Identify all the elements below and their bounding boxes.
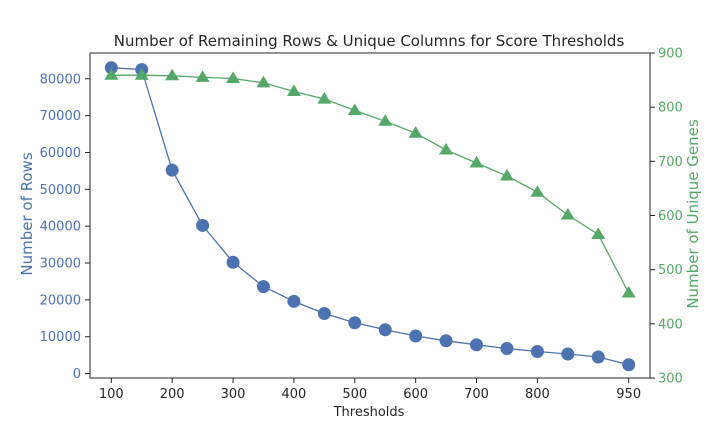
x-tick-label: 950 bbox=[616, 387, 641, 402]
left-tick-label: 80000 bbox=[40, 72, 81, 87]
right-y-axis: 300 400 500 600 700 800 900 bbox=[650, 47, 683, 387]
series-line-1 bbox=[111, 67, 629, 366]
genes-point bbox=[591, 227, 606, 240]
x-tick-label: 700 bbox=[464, 387, 489, 402]
genes-point bbox=[469, 155, 484, 168]
right-y-axis-label: Number of Unique Genes bbox=[684, 119, 702, 309]
x-tick-label: 600 bbox=[403, 387, 428, 402]
genes-point bbox=[195, 70, 210, 82]
left-tick-label: 20000 bbox=[40, 293, 81, 308]
genes-point bbox=[408, 126, 423, 138]
genes-point bbox=[621, 285, 636, 298]
genes-point bbox=[165, 68, 180, 81]
right-tick-label: 400 bbox=[658, 317, 683, 332]
genes-point bbox=[286, 84, 301, 97]
rows-point bbox=[226, 255, 240, 269]
left-y-axis: 0 10000 20000 30000 40000 50000 60000 70000 8000… bbox=[40, 72, 90, 382]
rows-point bbox=[317, 307, 331, 321]
left-y-axis-label: Number of Rows bbox=[18, 152, 36, 275]
left-tick-label: 30000 bbox=[40, 257, 81, 272]
x-axis: 100 200 300 400 500 600 700 800 950 bbox=[99, 378, 641, 402]
rows-point bbox=[409, 329, 423, 343]
genes-point bbox=[439, 142, 454, 155]
left-tick-label: 0 bbox=[73, 367, 81, 382]
rows-point bbox=[591, 350, 605, 364]
genes-point bbox=[530, 185, 545, 197]
genes-point bbox=[256, 75, 271, 88]
x-tick-label: 500 bbox=[342, 387, 367, 402]
x-axis-label: Thresholds bbox=[333, 405, 405, 420]
x-tick-label: 100 bbox=[99, 387, 124, 402]
rows-point bbox=[165, 163, 179, 177]
left-tick-label: 70000 bbox=[40, 109, 81, 124]
right-tick-label: 300 bbox=[658, 372, 683, 387]
rows-point bbox=[439, 334, 453, 348]
rows-point bbox=[500, 342, 514, 356]
plot-area bbox=[89, 52, 651, 379]
left-tick-label: 60000 bbox=[40, 146, 81, 161]
rows-point bbox=[256, 280, 270, 294]
series-line-2 bbox=[111, 74, 630, 294]
left-tick-label: 50000 bbox=[40, 183, 81, 198]
rows-point bbox=[104, 61, 118, 75]
genes-point bbox=[347, 103, 362, 115]
genes-point bbox=[317, 92, 332, 104]
rows-point bbox=[196, 218, 210, 232]
x-tick-label: 400 bbox=[281, 387, 306, 402]
x-tick-label: 200 bbox=[160, 387, 185, 402]
rows-point bbox=[622, 358, 636, 372]
rows-point bbox=[530, 344, 544, 358]
genes-point bbox=[104, 68, 119, 80]
left-tick-label: 40000 bbox=[40, 220, 81, 235]
genes-point bbox=[499, 168, 514, 181]
x-tick-label: 300 bbox=[221, 387, 246, 402]
right-tick-label: 800 bbox=[658, 101, 683, 116]
right-tick-label: 700 bbox=[658, 155, 683, 170]
right-tick-label: 500 bbox=[658, 263, 683, 278]
rows-point bbox=[287, 294, 301, 308]
x-tick-label: 800 bbox=[525, 387, 550, 402]
right-tick-label: 600 bbox=[658, 209, 683, 224]
rows-point bbox=[378, 323, 392, 337]
left-tick-label: 10000 bbox=[40, 330, 81, 345]
rows-point bbox=[561, 347, 575, 361]
genes-point bbox=[226, 71, 241, 84]
rows-point bbox=[470, 338, 484, 352]
right-tick-label: 900 bbox=[658, 47, 683, 62]
chart-title: Number of Remaining Rows & Unique Column… bbox=[114, 32, 625, 50]
genes-point bbox=[378, 114, 393, 126]
rows-point bbox=[348, 316, 362, 330]
genes-point bbox=[134, 68, 149, 80]
genes-point bbox=[560, 207, 575, 220]
